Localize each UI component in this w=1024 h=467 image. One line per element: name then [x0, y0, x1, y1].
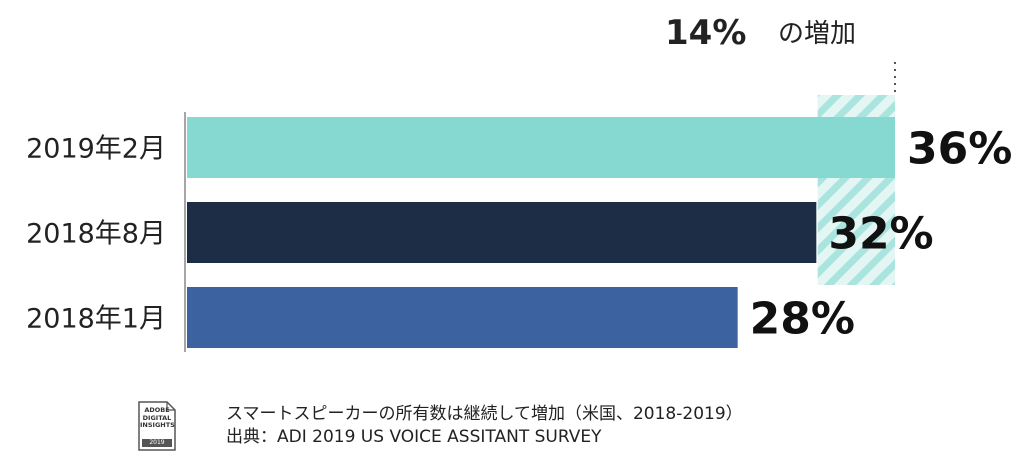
bar-0 [187, 117, 895, 178]
category-label-1: 2018年8月 [26, 219, 166, 250]
footer-notes: スマートスピーカーの所有数は継続して増加（米国、2018-2019） 出典：AD… [226, 403, 743, 449]
footer: ADOBE DIGITAL INSIGHTS 2019 スマートスピーカーの所有… [138, 396, 743, 456]
chart-caption: スマートスピーカーの所有数は継続して増加（米国、2018-2019） [226, 404, 743, 424]
logo-text: ADOBE DIGITAL INSIGHTS [140, 406, 175, 429]
increase-value: 14% [665, 13, 746, 53]
logo-year: 2019 [142, 439, 172, 447]
category-label-2: 2018年1月 [26, 304, 166, 335]
value-label-0: 36% [907, 124, 1012, 175]
value-label-1: 32% [828, 209, 933, 260]
category-label-0: 2019年2月 [26, 134, 166, 165]
bar-chart: 2019年2月 36% 2018年8月 32% 2018年1月 28% 14% の増加 [26, 13, 1012, 352]
value-label-2: 28% [750, 294, 855, 345]
bar-1 [187, 202, 817, 263]
source-citation: 出典：ADI 2019 US VOICE ASSITANT SURVEY [226, 427, 602, 447]
adobe-digital-insights-logo: ADOBE DIGITAL INSIGHTS 2019 [138, 401, 176, 451]
bar-2 [187, 287, 738, 348]
increase-label: の増加 [778, 19, 856, 49]
